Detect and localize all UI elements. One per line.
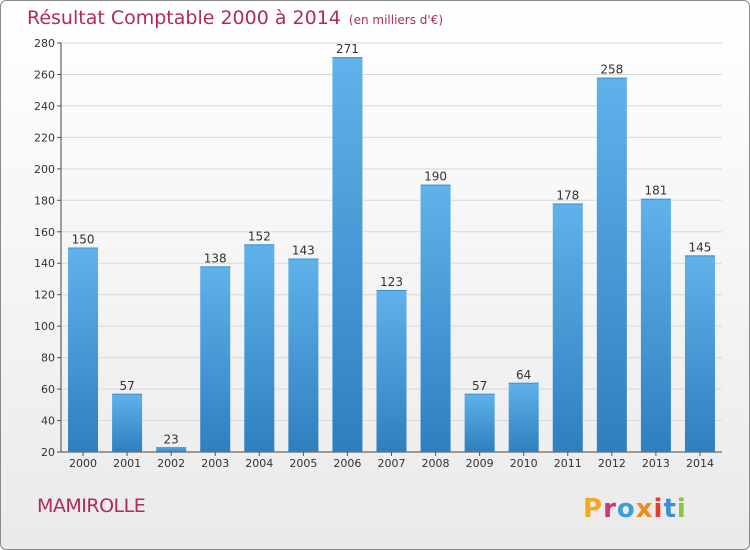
- x-tick-label-2012: 2012: [598, 457, 626, 470]
- y-tick-label-280: 280: [34, 37, 55, 50]
- x-tick-label-2011: 2011: [554, 457, 582, 470]
- y-tick-label-220: 220: [34, 131, 55, 144]
- data-label-2007: 123: [380, 275, 403, 289]
- data-label-2006: 271: [336, 42, 359, 56]
- data-label-2009: 57: [472, 379, 487, 393]
- labels: 150 57 23 138 152 143 271 123 190 57 64 178 258 181 14…: [72, 42, 712, 446]
- logo-letter: P: [583, 494, 603, 524]
- logo-letter: i: [654, 494, 664, 524]
- title-units: (en milliers d'€): [348, 13, 444, 27]
- y-tick-label-160: 160: [34, 226, 55, 239]
- x-tick-label-2002: 2002: [157, 457, 185, 470]
- data-label-2013: 181: [644, 184, 667, 198]
- bars: [68, 57, 715, 453]
- x-tick-label-2000: 2000: [69, 457, 97, 470]
- x-tick-label-2008: 2008: [422, 457, 450, 470]
- y-tick-label-200: 200: [34, 163, 55, 176]
- x-tick-label-2014: 2014: [686, 457, 714, 470]
- chart-title: Résultat Comptable 2000 à 2014 (en millie…: [27, 7, 443, 29]
- y-tick-label-140: 140: [34, 257, 55, 270]
- logo-letter: x: [636, 494, 654, 524]
- data-label-2012: 258: [600, 63, 623, 77]
- bar-2005: [288, 258, 319, 452]
- bar-2006: [332, 57, 363, 453]
- data-label-2004: 152: [248, 229, 271, 243]
- data-label-2005: 143: [292, 244, 315, 258]
- bar-2010: [508, 382, 539, 452]
- x-tick-label-2003: 2003: [201, 457, 229, 470]
- x-tick-label-2006: 2006: [333, 457, 361, 470]
- bar-2011: [552, 203, 583, 452]
- bar-2004: [244, 244, 275, 452]
- x-tick-label-2010: 2010: [510, 457, 538, 470]
- data-label-2014: 145: [689, 240, 712, 254]
- data-label-2011: 178: [556, 188, 579, 202]
- x-tick-label-2009: 2009: [466, 457, 494, 470]
- logo-letter: i: [677, 494, 687, 524]
- bar-2003: [200, 266, 231, 452]
- bar-2000: [68, 247, 99, 452]
- data-label-2000: 150: [72, 233, 95, 247]
- data-label-2002: 23: [164, 432, 179, 446]
- logo-wordmark: Proxiti: [583, 494, 687, 524]
- x-tick-label-2005: 2005: [289, 457, 317, 470]
- bar-2001: [112, 393, 143, 452]
- x-tick-label-2013: 2013: [642, 457, 670, 470]
- x-tick-label-2007: 2007: [378, 457, 406, 470]
- y-tick-label-100: 100: [34, 320, 55, 333]
- title-main: Résultat Comptable 2000 à 2014: [27, 7, 341, 29]
- proxiti-logo: Proxiti: [583, 494, 687, 524]
- y-tick-label-60: 60: [41, 383, 55, 396]
- bar-2008: [420, 184, 451, 453]
- city-name: MAMIROLLE: [37, 495, 146, 517]
- bar-2007: [376, 289, 407, 452]
- y-tick-label-180: 180: [34, 194, 55, 207]
- bar-2014: [684, 255, 715, 452]
- logo-letter: t: [663, 494, 676, 524]
- y-tick-label-120: 120: [34, 289, 55, 302]
- data-label-2001: 57: [119, 379, 134, 393]
- y-tick-label-260: 260: [34, 68, 55, 81]
- bar-2009: [464, 393, 495, 452]
- bar-2013: [640, 198, 671, 452]
- y-tick-label-20: 20: [41, 446, 55, 459]
- data-label-2010: 64: [516, 368, 531, 382]
- bar-2012: [596, 77, 627, 452]
- data-label-2003: 138: [204, 251, 227, 265]
- x-tick-label-2001: 2001: [113, 457, 141, 470]
- logo-letter: o: [617, 494, 636, 524]
- y-tick-label-80: 80: [41, 352, 55, 365]
- bar-2002: [156, 447, 187, 452]
- y-tick-label-40: 40: [41, 415, 55, 428]
- logo-letter: r: [603, 494, 617, 524]
- data-label-2008: 190: [424, 170, 447, 184]
- y-tick-label-240: 240: [34, 100, 55, 113]
- x-tick-label-2004: 2004: [245, 457, 273, 470]
